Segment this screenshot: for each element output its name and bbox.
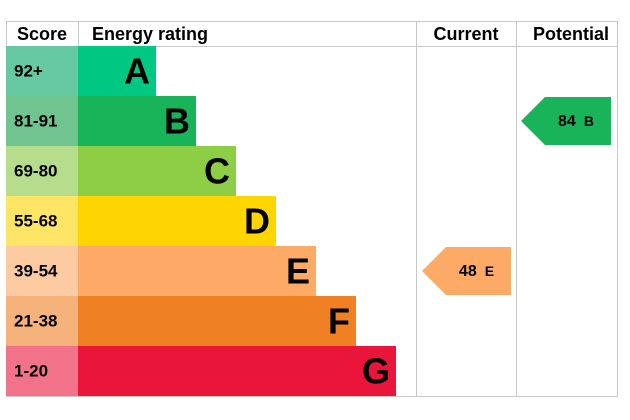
rating-bar [78,296,356,346]
score-label: 39-54 [14,262,58,281]
current-value: 48 [459,263,477,280]
header-score: Score [17,24,67,44]
score-label: 69-80 [14,162,57,181]
score-label: 55-68 [14,212,57,231]
score-cell [6,96,78,146]
rating-letter: F [328,301,350,342]
rating-bar [78,346,396,396]
rating-bar [78,146,236,196]
score-cell [6,46,78,96]
score-cell [6,296,78,346]
rating-letter: E [286,251,310,292]
potential-rating: B [584,113,594,129]
potential-arrow [521,97,611,145]
score-cell [6,196,78,246]
rating-bar [78,96,196,146]
potential-label: 84 B [558,113,594,130]
header-potential: Potential [533,24,609,44]
rating-bar [78,46,156,96]
score-label: 1-20 [14,362,48,381]
current-label: 48 E [459,263,494,280]
current-arrow [422,247,511,295]
rating-letter: A [124,51,150,92]
score-label: 92+ [14,62,43,81]
header-rating: Energy rating [92,24,208,44]
score-label: 81-91 [14,112,57,131]
score-label: 21-38 [14,312,57,331]
rating-bar [78,196,276,246]
rating-letter: G [362,351,390,392]
score-cell [6,246,78,296]
score-cell [6,146,78,196]
current-rating: E [485,263,494,279]
rating-letter: B [164,101,190,142]
rating-letter: C [204,151,230,192]
header-current: Current [433,24,498,44]
score-cell [6,346,78,396]
rating-bar [78,246,316,296]
rating-letter: D [244,201,270,242]
potential-value: 84 [558,113,576,130]
